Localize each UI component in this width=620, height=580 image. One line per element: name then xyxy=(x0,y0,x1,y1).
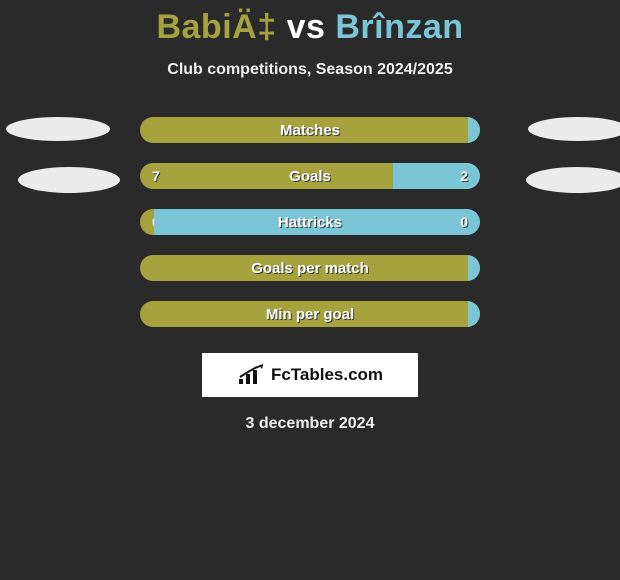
stat-bars: Matches72Goals00HattricksGoals per match… xyxy=(140,117,480,347)
stat-bar: 72Goals xyxy=(140,163,480,189)
stat-bar: Goals per match xyxy=(140,255,480,281)
page-title: BabiÄ‡ vs Brînzan xyxy=(0,0,620,47)
stat-bar-left-segment xyxy=(140,301,480,327)
player1-name: BabiÄ‡ xyxy=(156,8,276,46)
player2-name: Brînzan xyxy=(335,8,463,46)
stat-bar-right-value: 0 xyxy=(460,214,468,230)
stat-bar-right-segment xyxy=(468,301,480,327)
stat-bar-right-value: 2 xyxy=(460,168,468,184)
player1-photo-shadow xyxy=(6,117,110,141)
fctables-logo-icon xyxy=(237,364,267,386)
stat-bar: 00Hattricks xyxy=(140,209,480,235)
date-text: 3 december 2024 xyxy=(0,415,620,433)
player2-photo-shadow xyxy=(528,117,620,141)
stat-bar-right-segment: 2 xyxy=(393,163,480,189)
stat-bar-left-segment: 7 xyxy=(140,163,393,189)
stat-bar-right-segment xyxy=(468,255,480,281)
stat-bar-right-segment: 0 xyxy=(154,209,480,235)
watermark: FcTables.com xyxy=(202,353,418,397)
comparison-area: Matches72Goals00HattricksGoals per match… xyxy=(0,117,620,345)
stat-bar-left-segment: 0 xyxy=(140,209,154,235)
stat-bar-right-segment xyxy=(468,117,480,143)
watermark-text: FcTables.com xyxy=(271,365,383,385)
player1-photo-shadow xyxy=(18,167,120,193)
stat-bar: Matches xyxy=(140,117,480,143)
stat-bar-left-segment xyxy=(140,117,480,143)
subtitle: Club competitions, Season 2024/2025 xyxy=(0,61,620,79)
stat-bar-left-segment xyxy=(140,255,480,281)
player2-photo-shadow xyxy=(526,167,620,193)
stat-bar-left-value: 7 xyxy=(152,168,160,184)
vs-text: vs xyxy=(287,8,326,46)
stat-bar: Min per goal xyxy=(140,301,480,327)
